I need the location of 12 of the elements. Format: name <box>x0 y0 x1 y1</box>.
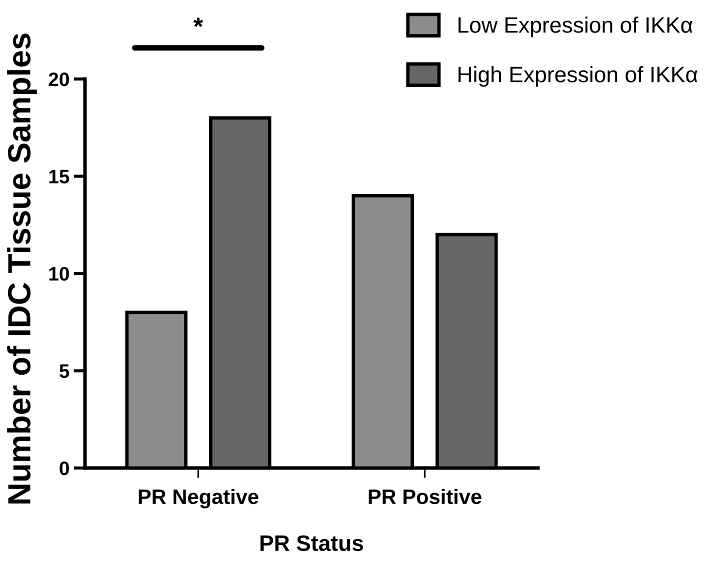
y-tick-label: 5 <box>60 364 70 378</box>
y-tick-label: 10 <box>49 266 69 281</box>
x-tick-label: PR Positive <box>368 488 482 504</box>
y-tick-label: 15 <box>49 170 70 184</box>
x-tick-label: PR Negative <box>138 488 258 508</box>
legend-label: High Expression of IKKα <box>458 66 698 87</box>
y-axis-title: Number of IDC Tissue Samples <box>7 34 37 504</box>
y-tick-label: 0 <box>60 461 69 476</box>
y-tick-label: 20 <box>48 72 69 86</box>
x-axis-title: PR Status <box>260 535 364 552</box>
legend-label: Low Expression of IKKα <box>458 16 693 38</box>
text: * <box>193 18 204 28</box>
